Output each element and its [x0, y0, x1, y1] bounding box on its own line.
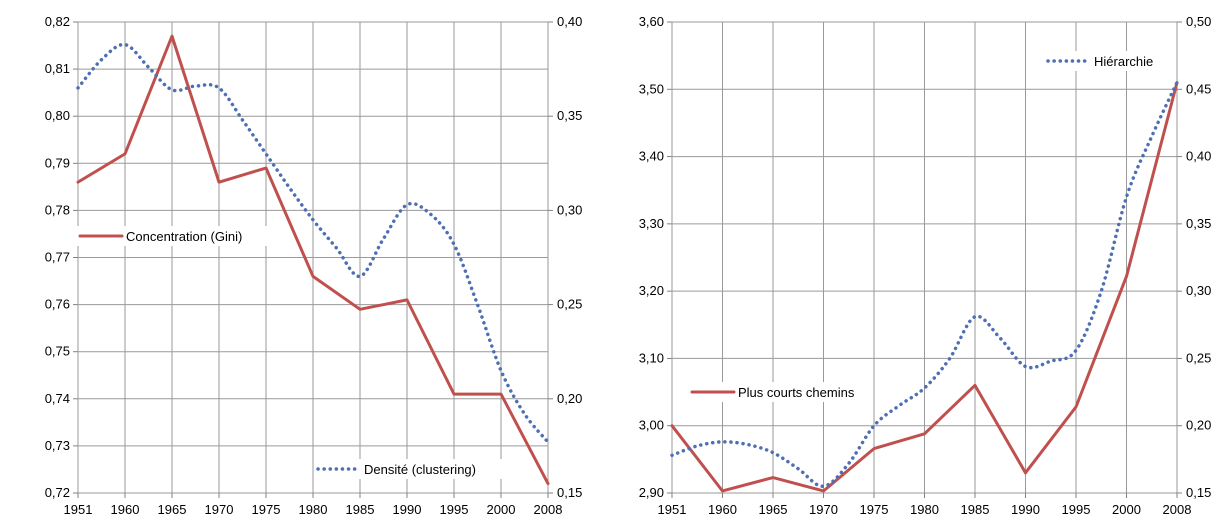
series-line-solid [670, 81, 1179, 493]
x-tick-label: 1960 [111, 502, 140, 517]
y-left-tick-label: 2,90 [639, 485, 664, 500]
x-tick-label: 2008 [534, 502, 563, 517]
x-tick-label: 1960 [708, 502, 737, 517]
chart-2-left-axis: 2,90 3,00 3,10 3,20 3,30 3,40 3,50 3,60 [639, 14, 664, 500]
x-tick-label: 2000 [487, 502, 516, 517]
y-left-tick-label: 0,82 [45, 14, 70, 29]
y-left-tick-label: 0,76 [45, 297, 70, 312]
y-right-tick-label: 0,40 [1186, 149, 1211, 164]
legend-background [76, 226, 268, 246]
chart-1-x-axis: 1951 1960 1965 1970 1975 1980 1985 1990 1995 2000… [64, 502, 563, 517]
legend-label: Densité (clustering) [364, 462, 476, 477]
legend-background [314, 459, 506, 479]
y-right-tick-label: 0,45 [1186, 81, 1211, 96]
y-left-tick-label: 3,50 [639, 81, 664, 96]
x-tick-label: 1951 [64, 502, 93, 517]
x-tick-label: 2000 [1112, 502, 1141, 517]
y-left-tick-label: 0,72 [45, 485, 70, 500]
legend-label: Hiérarchie [1094, 54, 1153, 69]
x-tick-label: 1965 [158, 502, 187, 517]
chart-1-series [76, 34, 550, 486]
chart-1-left-axis: 0,72 0,73 0,74 0,75 0,76 0,77 0,78 0,79 0,80 0,81… [45, 14, 70, 500]
x-tick-label: 2008 [1163, 502, 1192, 517]
x-tick-label: 1965 [759, 502, 788, 517]
x-tick-label: 1985 [961, 502, 990, 517]
chart-2-grid [667, 21, 1178, 498]
y-left-tick-label: 3,00 [639, 418, 664, 433]
x-tick-label: 1980 [910, 502, 939, 517]
legend-background [1044, 51, 1167, 71]
y-left-tick-label: 0,73 [45, 438, 70, 453]
y-left-tick-label: 0,79 [45, 155, 70, 170]
y-left-tick-label: 3,20 [639, 283, 664, 298]
chart-1-legend: Concentration (Gini) Densité (clustering) [76, 226, 506, 479]
chart-2-series [670, 80, 1179, 493]
x-tick-label: 1970 [809, 502, 838, 517]
y-right-tick-label: 0,30 [1186, 283, 1211, 298]
series-line-dotted [76, 42, 550, 444]
y-left-tick-label: 3,30 [639, 216, 664, 231]
y-right-tick-label: 0,35 [1186, 216, 1211, 231]
y-left-tick-label: 0,74 [45, 391, 70, 406]
x-tick-label: 1990 [393, 502, 422, 517]
y-left-tick-label: 3,60 [639, 14, 664, 29]
y-right-tick-label: 0,25 [1186, 350, 1211, 365]
chart-gini-density: 0,72 0,73 0,74 0,75 0,76 0,77 0,78 0,79 0,80 0,81… [45, 14, 583, 517]
legend-label: Concentration (Gini) [126, 229, 242, 244]
y-right-tick-label: 0,30 [557, 202, 582, 217]
x-tick-label: 1951 [658, 502, 687, 517]
y-right-tick-label: 0,15 [557, 485, 582, 500]
legend-label: Plus courts chemins [738, 385, 855, 400]
y-right-tick-label: 0,20 [1186, 418, 1211, 433]
x-tick-label: 1975 [860, 502, 889, 517]
x-tick-label: 1985 [346, 502, 375, 517]
chart-2-legend: Plus courts chemins Hiérarchie [688, 51, 1167, 402]
y-left-tick-label: 0,77 [45, 250, 70, 265]
y-right-tick-label: 0,40 [557, 14, 582, 29]
chart-2-x-axis: 1951 1960 1965 1970 1975 1980 1985 1990 1995 2000… [658, 502, 1192, 517]
chart-1-grid [73, 21, 549, 498]
y-left-tick-label: 3,40 [639, 149, 664, 164]
legend-background [688, 382, 874, 402]
x-tick-label: 1995 [440, 502, 469, 517]
y-left-tick-label: 3,10 [639, 350, 664, 365]
x-tick-label: 1970 [205, 502, 234, 517]
y-left-tick-label: 0,75 [45, 344, 70, 359]
x-tick-label: 1995 [1062, 502, 1091, 517]
y-right-tick-label: 0,15 [1186, 485, 1211, 500]
y-left-tick-label: 0,78 [45, 202, 70, 217]
y-right-tick-label: 0,35 [557, 108, 582, 123]
y-left-tick-label: 0,80 [45, 108, 70, 123]
y-left-tick-label: 0,81 [45, 61, 70, 76]
y-right-tick-label: 0,20 [557, 391, 582, 406]
chart-1-right-axis: 0,15 0,20 0,25 0,30 0,35 0,40 [548, 14, 582, 500]
x-tick-label: 1975 [252, 502, 281, 517]
chart-paths-hierarchy: 2,90 3,00 3,10 3,20 3,30 3,40 3,50 3,60 0,15 0,2… [639, 14, 1212, 517]
y-right-tick-label: 0,25 [557, 297, 582, 312]
chart-2-right-axis: 0,15 0,20 0,25 0,30 0,35 0,40 0,45 0,50 [1177, 14, 1211, 500]
x-tick-label: 1990 [1011, 502, 1040, 517]
y-right-tick-label: 0,50 [1186, 14, 1211, 29]
x-tick-label: 1980 [299, 502, 328, 517]
